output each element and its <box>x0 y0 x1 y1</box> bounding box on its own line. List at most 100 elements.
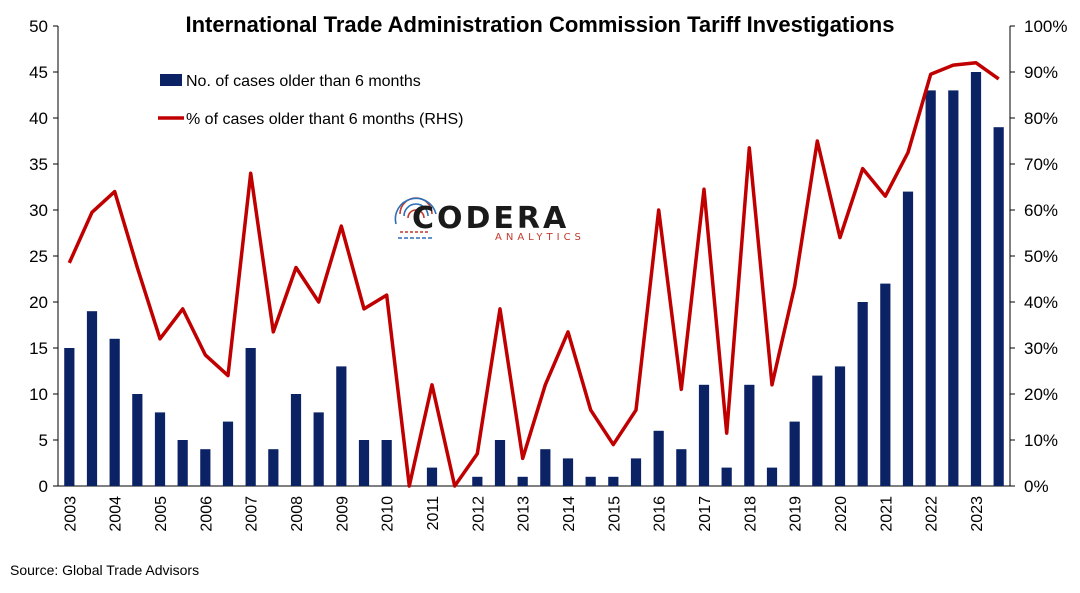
right-tick-label: 70% <box>1024 155 1058 174</box>
bar <box>970 72 982 486</box>
right-tick-label: 100% <box>1024 17 1067 36</box>
legend-swatch-bars <box>160 74 182 86</box>
x-tick-label: 2014 <box>561 496 578 532</box>
x-tick-label: 2004 <box>108 496 125 532</box>
x-tick-label: 2012 <box>470 496 487 532</box>
right-tick-label: 20% <box>1024 385 1058 404</box>
left-tick-label: 45 <box>29 63 48 82</box>
bar <box>268 449 279 486</box>
bar <box>245 348 256 486</box>
bar <box>177 440 188 486</box>
bar <box>154 412 166 486</box>
right-tick-label: 90% <box>1024 63 1058 82</box>
legend: No. of cases older than 6 months % of ca… <box>158 73 463 128</box>
left-tick-label: 30 <box>29 201 48 220</box>
bar <box>902 191 914 486</box>
bar <box>494 440 506 486</box>
bar <box>358 440 370 486</box>
bar <box>472 476 483 486</box>
bar <box>540 449 551 486</box>
source-note: Source: Global Trade Advisors <box>10 562 200 578</box>
bar <box>676 449 687 486</box>
x-axis: 2003 2004 2005 2006 2007 2008 2009 2010 2011 2012… <box>62 496 986 532</box>
x-tick-label: 2005 <box>153 496 170 532</box>
x-tick-label: 2010 <box>380 496 397 532</box>
x-tick-label: 2020 <box>833 496 850 532</box>
left-tick-label: 0 <box>39 477 48 496</box>
bar-series <box>64 72 1004 487</box>
bar <box>630 458 642 486</box>
left-tick-label: 5 <box>39 431 48 450</box>
right-tick-label: 10% <box>1024 431 1058 450</box>
x-tick-label: 2009 <box>334 496 351 532</box>
bar <box>698 384 710 486</box>
left-tick-label: 50 <box>29 17 48 36</box>
logo-tagline: ANALYTICS <box>495 232 585 243</box>
right-tick-label: 0% <box>1024 477 1049 496</box>
bar <box>336 366 347 486</box>
right-tick-label: 50% <box>1024 247 1058 266</box>
codera-logo: CODERA ANALYTICS <box>394 197 585 243</box>
x-tick-label: 2015 <box>606 496 623 532</box>
bar <box>132 394 143 486</box>
bar <box>381 440 392 486</box>
bar <box>585 476 596 486</box>
line-series <box>67 61 1000 488</box>
left-axis: 0 5 10 15 20 25 30 35 40 45 50 <box>29 17 1010 496</box>
bar <box>857 302 868 486</box>
bar <box>880 283 891 486</box>
bar <box>426 467 438 486</box>
left-tick-label: 35 <box>29 155 48 174</box>
bar <box>653 430 664 486</box>
bar <box>313 412 324 486</box>
x-tick-label: 2011 <box>425 496 442 531</box>
left-tick-label: 20 <box>29 293 48 312</box>
left-tick-label: 10 <box>29 385 48 404</box>
x-tick-label: 2008 <box>289 496 306 532</box>
bar <box>744 384 755 486</box>
bar <box>562 458 574 486</box>
logo-name: CODERA <box>412 201 569 236</box>
bar <box>925 90 936 487</box>
bar <box>517 476 528 486</box>
chart-title: International Trade Administration Commi… <box>186 12 895 37</box>
legend-label-line: % of cases older thant 6 months (RHS) <box>186 111 463 128</box>
bar <box>222 421 234 486</box>
bar <box>721 467 732 486</box>
right-tick-label: 60% <box>1024 201 1058 220</box>
bar <box>290 394 302 486</box>
bar <box>993 127 1004 486</box>
left-tick-label: 40 <box>29 109 48 128</box>
right-tick-label: 40% <box>1024 293 1058 312</box>
bar <box>200 449 211 486</box>
legend-label-bars: No. of cases older than 6 months <box>186 73 421 90</box>
bar <box>64 348 75 486</box>
x-tick-label: 2007 <box>244 496 261 532</box>
right-tick-label: 80% <box>1024 109 1058 128</box>
x-tick-label: 2023 <box>969 496 986 532</box>
x-tick-label: 2013 <box>516 496 533 532</box>
right-axis: 0% 10% 20% 30% 40% 50% 60% 70% 80% 90% 100% <box>1009 17 1067 496</box>
x-tick-label: 2021 <box>878 496 895 532</box>
x-tick-label: 2018 <box>742 496 759 532</box>
fingerprint-icon <box>394 197 437 239</box>
x-tick-label: 2019 <box>788 496 805 532</box>
x-tick-label: 2017 <box>697 496 714 532</box>
line-path <box>67 61 1000 488</box>
bar <box>834 366 846 486</box>
x-tick-label: 2022 <box>924 496 941 532</box>
bar <box>109 338 120 486</box>
right-tick-label: 30% <box>1024 339 1058 358</box>
bar <box>812 375 823 486</box>
bar <box>948 90 959 487</box>
bar <box>86 311 98 486</box>
bar <box>608 476 619 486</box>
x-tick-label: 2003 <box>62 496 79 532</box>
left-tick-label: 25 <box>29 247 48 266</box>
x-tick-label: 2006 <box>198 496 215 532</box>
bar <box>766 467 778 486</box>
bar <box>789 421 800 486</box>
left-tick-label: 15 <box>29 339 48 358</box>
x-tick-label: 2016 <box>652 496 669 532</box>
